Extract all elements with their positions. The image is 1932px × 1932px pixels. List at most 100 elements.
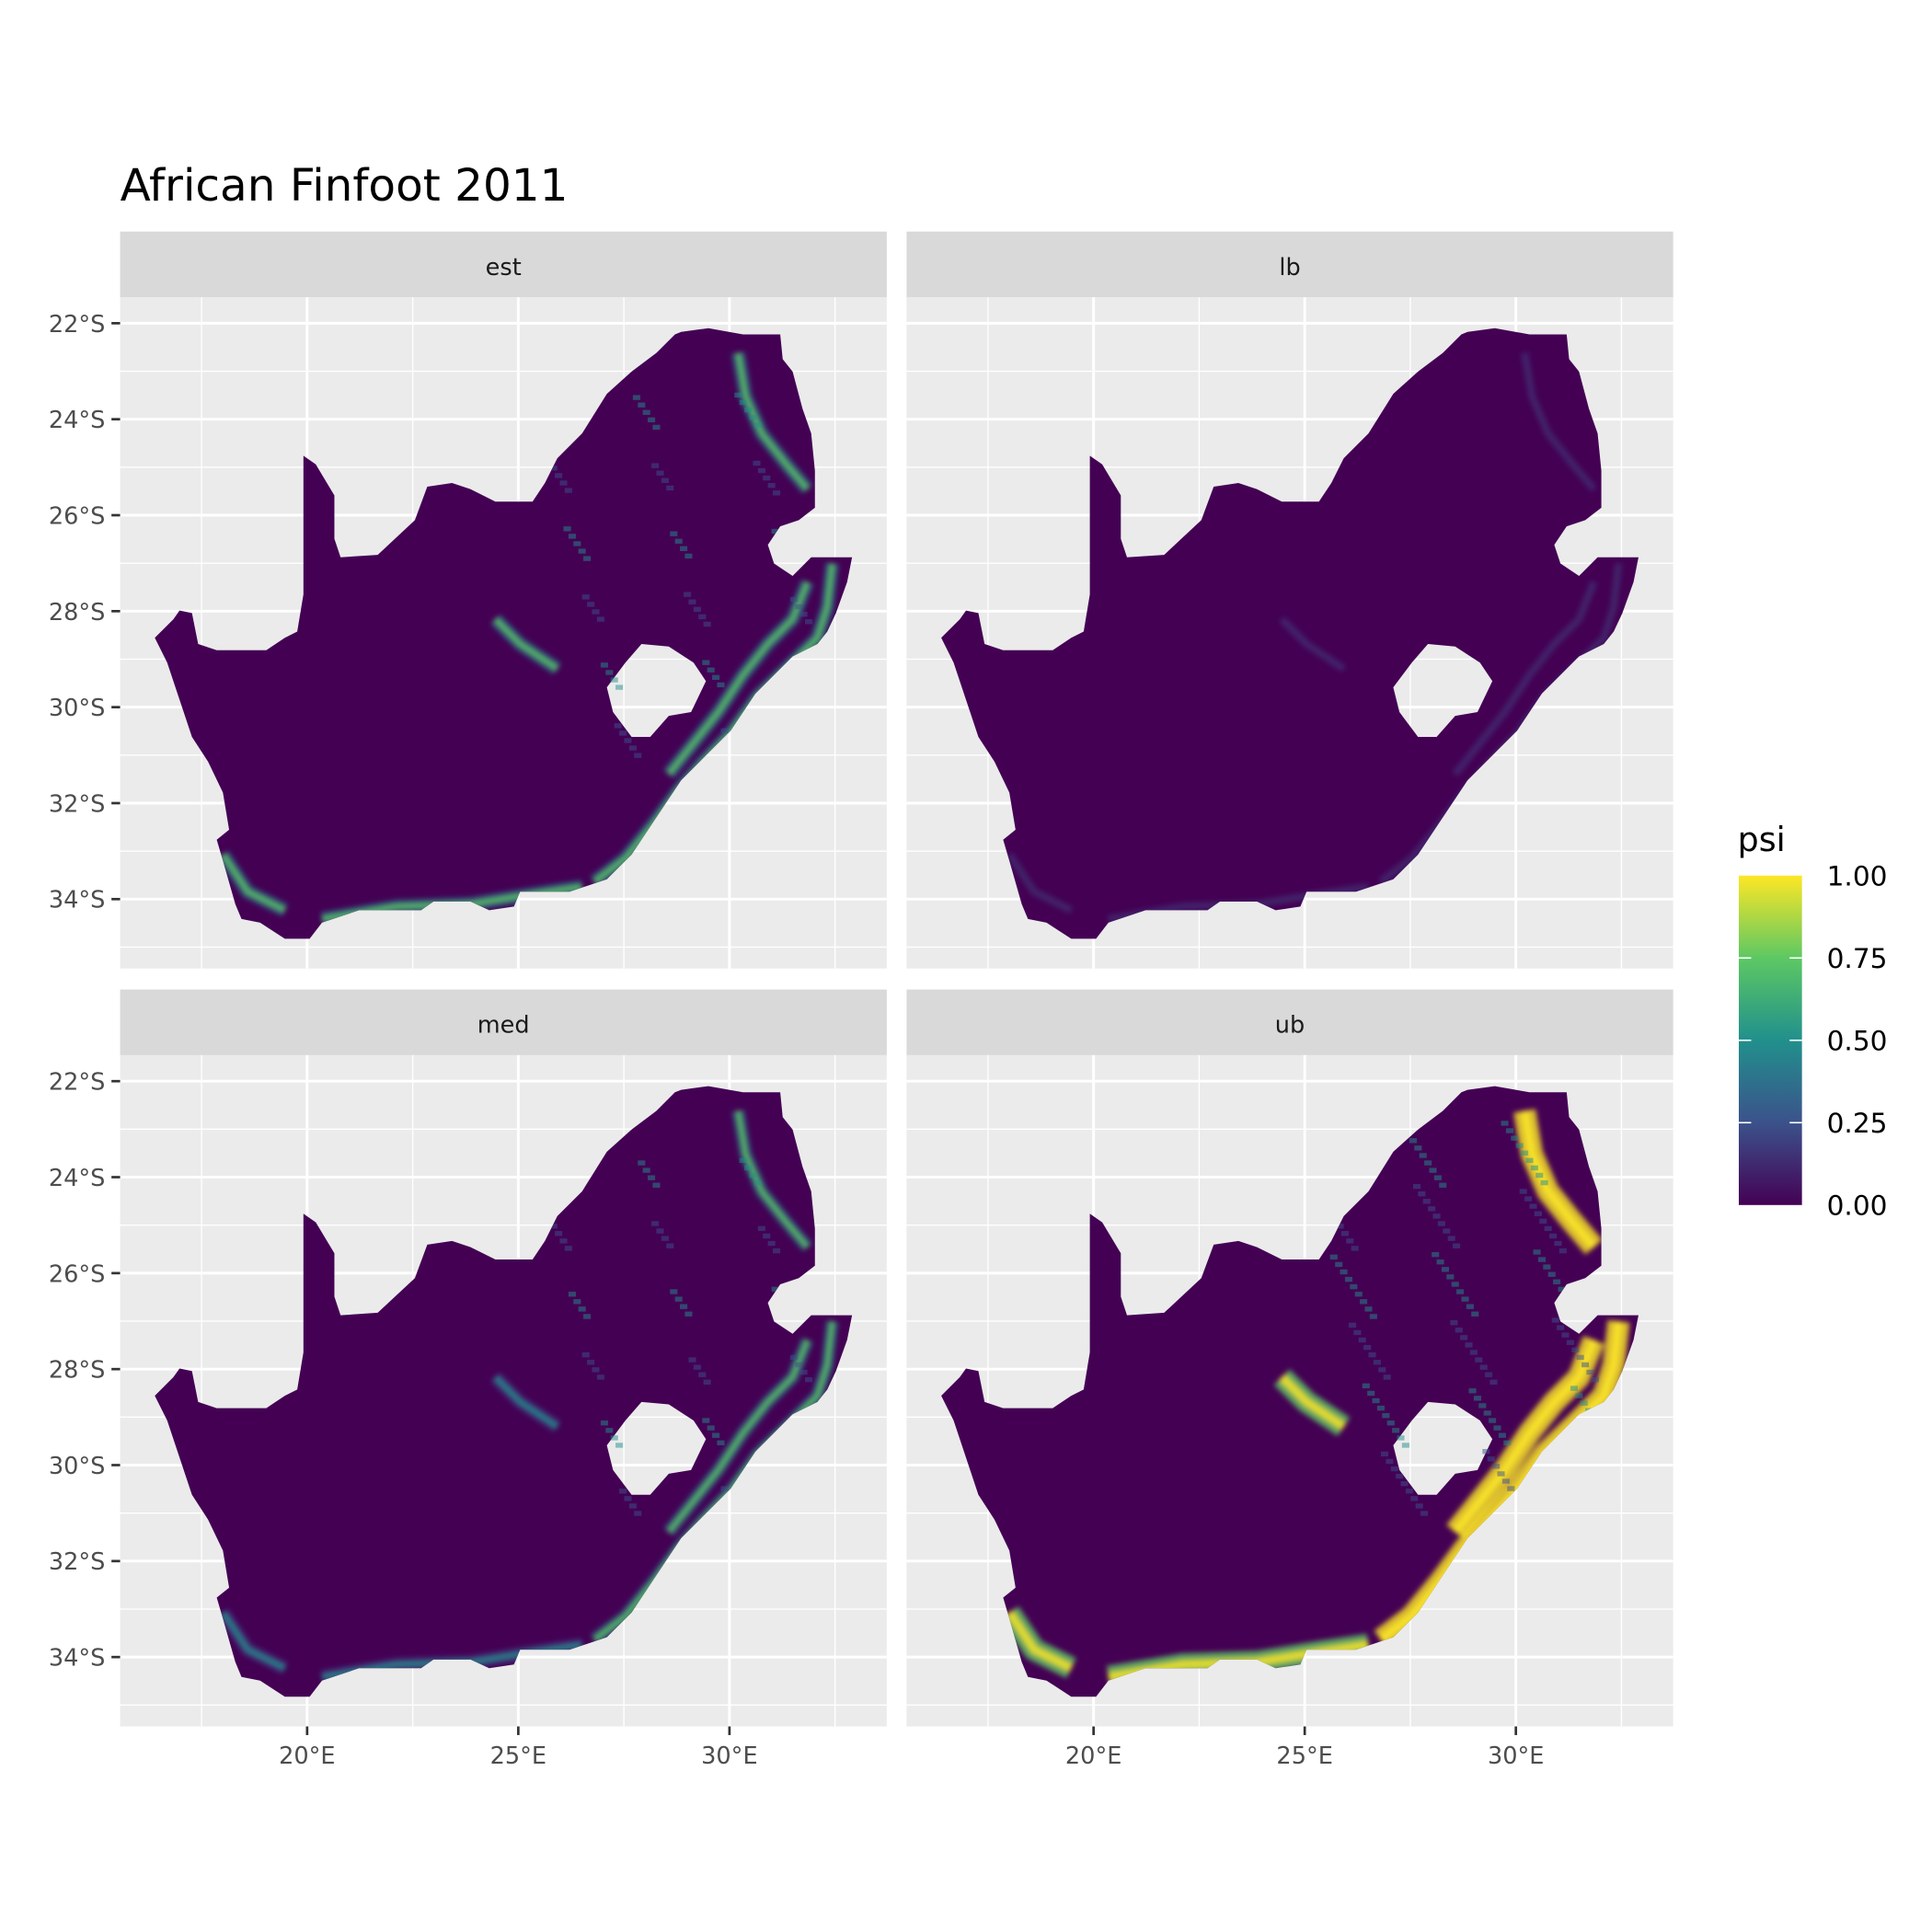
raster-cell xyxy=(1561,1332,1570,1338)
raster-cell xyxy=(1539,1218,1547,1224)
y-tick-label: 32°S xyxy=(49,790,106,818)
raster-cell xyxy=(698,614,707,620)
raster-cell xyxy=(717,682,725,688)
raster-cell xyxy=(799,1369,808,1375)
raster-cell xyxy=(642,1167,650,1173)
raster-cell xyxy=(1553,1279,1561,1284)
raster-cell xyxy=(592,609,600,615)
raster-cell xyxy=(652,1182,661,1188)
raster-cell xyxy=(1493,1425,1501,1431)
raster-cell xyxy=(753,460,761,466)
raster-cell xyxy=(1348,1322,1357,1328)
raster-cell xyxy=(1344,1276,1352,1282)
legend-label: 0.00 xyxy=(1827,1190,1888,1222)
raster-cell xyxy=(1571,1347,1580,1352)
raster-cell xyxy=(1511,1135,1519,1141)
raster-cell xyxy=(693,606,701,612)
facet-strip xyxy=(120,989,887,1055)
raster-cell xyxy=(1535,1172,1544,1179)
raster-cell xyxy=(693,1364,701,1370)
raster-cell xyxy=(610,677,618,683)
raster-cell xyxy=(1420,1511,1429,1516)
raster-cell xyxy=(763,475,771,481)
raster-cell xyxy=(753,422,762,428)
hotspot-core xyxy=(220,1611,286,1671)
raster-cell xyxy=(1376,1405,1385,1411)
raster-cell xyxy=(1482,1449,1490,1455)
raster-cell xyxy=(1441,1267,1449,1272)
raster-cell xyxy=(1372,1397,1380,1404)
raster-cell xyxy=(1558,1248,1567,1254)
raster-cell xyxy=(632,395,640,400)
raster-cell xyxy=(1390,1466,1398,1472)
raster-cell xyxy=(549,466,558,471)
raster-cell xyxy=(661,477,669,483)
raster-cell xyxy=(757,467,765,474)
raster-cell xyxy=(1489,1418,1497,1423)
raster-cell xyxy=(1503,1440,1512,1445)
raster-cell xyxy=(1428,1206,1436,1212)
raster-cell xyxy=(1551,1317,1559,1323)
raster-cell xyxy=(656,470,664,476)
raster-cell xyxy=(605,670,614,675)
raster-cell xyxy=(559,1238,568,1244)
x-tick-label: 30°E xyxy=(1488,1742,1544,1770)
raster-cell xyxy=(1465,1342,1473,1348)
raster-cell xyxy=(1549,1233,1558,1239)
hotspot-core xyxy=(735,352,811,491)
facet-strip-label: ub xyxy=(1275,1012,1305,1040)
raster-cell xyxy=(592,1367,600,1373)
raster-cell xyxy=(1460,1335,1468,1340)
hotspot-band xyxy=(1279,616,1346,673)
raster-cell xyxy=(767,483,776,489)
raster-cell xyxy=(619,730,627,736)
raster-cell xyxy=(596,616,604,622)
raster-cell xyxy=(763,1233,771,1239)
raster-cell xyxy=(712,674,720,681)
raster-cell xyxy=(1554,1240,1562,1247)
raster-cell xyxy=(688,599,696,604)
raster-cell xyxy=(720,728,729,733)
raster-cell xyxy=(799,612,808,617)
raster-cell xyxy=(702,660,710,665)
raster-cell xyxy=(1362,1383,1370,1389)
raster-cell xyxy=(568,534,576,539)
raster-cell xyxy=(720,1486,729,1491)
raster-cell xyxy=(1468,1388,1477,1394)
y-tick-label: 22°S xyxy=(49,311,106,339)
raster-cell xyxy=(1519,1189,1527,1194)
facet-panel-est: est 22°S 24°S 26°S 28°S 30°S 32°S 34°S xyxy=(49,231,887,969)
raster-cell xyxy=(610,1435,618,1441)
raster-cell xyxy=(1409,1138,1417,1144)
raster-cell xyxy=(1530,1165,1538,1171)
raster-cell xyxy=(739,1157,747,1164)
raster-cell xyxy=(795,604,803,610)
hotspot-band xyxy=(1006,852,1074,914)
raster-cell xyxy=(1383,1374,1391,1380)
raster-cell xyxy=(1447,1236,1455,1241)
raster-cell xyxy=(1378,1367,1386,1373)
raster-cell xyxy=(1558,1286,1566,1293)
raster-cell xyxy=(1354,1292,1363,1297)
raster-cell xyxy=(1432,1213,1441,1219)
raster-cell xyxy=(628,745,637,751)
raster-cell xyxy=(749,414,757,420)
raster-cell xyxy=(587,1360,595,1365)
raster-cell xyxy=(1498,1432,1506,1438)
raster-cell xyxy=(680,1304,688,1309)
raster-cell xyxy=(702,1418,710,1423)
raster-cell xyxy=(1455,1328,1463,1333)
raster-cell xyxy=(578,1306,586,1312)
raster-cell xyxy=(1329,1254,1338,1260)
raster-cell xyxy=(1575,1393,1583,1398)
raster-cell xyxy=(638,1160,646,1166)
raster-cell xyxy=(1340,1269,1348,1275)
raster-cell xyxy=(1415,1503,1423,1509)
raster-cell xyxy=(670,531,678,536)
raster-cell xyxy=(1534,1211,1542,1216)
raster-cell xyxy=(1576,1354,1584,1361)
x-tick-label: 20°E xyxy=(1065,1742,1121,1770)
raster-cell xyxy=(1478,1403,1487,1409)
raster-cell xyxy=(1380,1451,1389,1457)
raster-cell xyxy=(1591,1376,1599,1383)
